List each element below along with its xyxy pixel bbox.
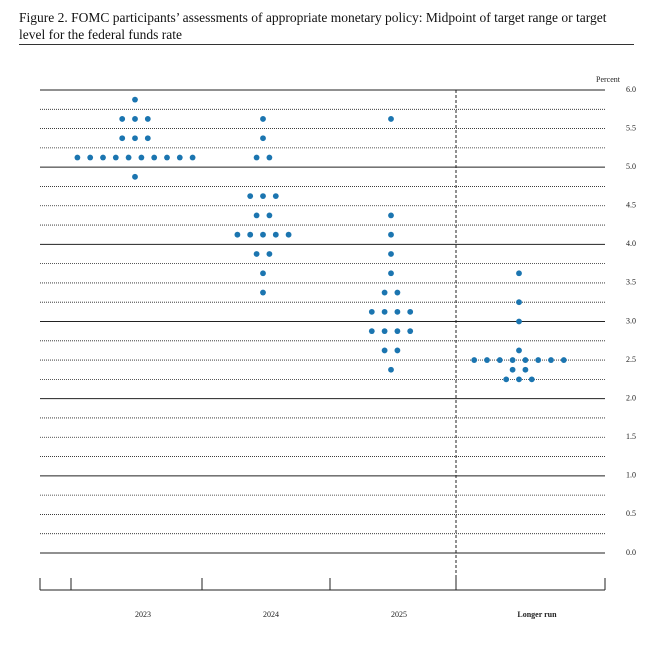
y-tick-label: 2.0 — [626, 393, 636, 402]
dot — [548, 357, 554, 363]
dot — [522, 366, 529, 373]
dot — [247, 231, 254, 238]
dot — [112, 154, 119, 161]
dot — [388, 212, 394, 219]
dot — [509, 357, 516, 363]
dot — [144, 135, 151, 142]
dot — [560, 357, 567, 363]
y-tick-label: 3.5 — [626, 278, 636, 287]
dot — [388, 231, 394, 238]
dot — [516, 376, 522, 383]
dot — [234, 231, 241, 238]
dot — [272, 231, 279, 238]
dot — [368, 328, 375, 335]
dot — [381, 308, 388, 315]
dot — [285, 231, 292, 238]
dot — [151, 154, 158, 161]
y-tick-label: 2.5 — [626, 355, 636, 364]
dot — [253, 251, 260, 257]
dot — [516, 318, 522, 325]
dot — [522, 357, 529, 363]
dot — [132, 135, 138, 142]
dot — [260, 231, 266, 238]
dot — [381, 347, 388, 354]
dot — [516, 299, 522, 306]
dot — [503, 376, 510, 383]
dot — [272, 193, 279, 200]
dot — [100, 154, 106, 161]
dot — [164, 154, 170, 161]
y-tick-label: 3.0 — [626, 316, 636, 325]
dot — [176, 154, 183, 161]
x-tick-label: Longer run — [517, 610, 557, 619]
dot — [125, 154, 132, 161]
dot — [509, 366, 516, 373]
dot — [394, 289, 401, 296]
x-tick-label: 2024 — [263, 610, 279, 619]
y-tick-label: 6.0 — [626, 85, 636, 94]
dot — [381, 328, 388, 335]
dot — [138, 154, 145, 161]
dot — [388, 366, 394, 373]
y-tick-label: 0.0 — [626, 548, 636, 557]
dot — [266, 212, 273, 219]
dot — [368, 308, 375, 315]
dot — [260, 270, 266, 277]
dot — [253, 212, 260, 219]
dot — [484, 357, 490, 363]
dot — [266, 251, 273, 257]
dot — [381, 289, 388, 296]
y-tick-label: 5.0 — [626, 162, 636, 171]
title-rule — [19, 44, 634, 45]
dot — [388, 270, 394, 277]
dot — [260, 116, 266, 122]
dot — [388, 116, 394, 122]
y-tick-label: 1.5 — [626, 432, 636, 441]
x-tick-label: 2025 — [391, 610, 407, 619]
dot — [119, 135, 126, 142]
chart-title: Figure 2. FOMC participants’ assessments… — [19, 10, 607, 42]
y-axis-label: Percent — [596, 75, 621, 84]
y-tick-label: 0.5 — [626, 509, 636, 518]
dot — [260, 193, 266, 200]
y-tick-label: 5.5 — [626, 123, 636, 132]
dot — [471, 357, 478, 363]
dot — [394, 328, 401, 335]
dot — [132, 173, 138, 180]
dot — [388, 251, 394, 257]
x-tick-label: 2023 — [135, 610, 151, 619]
dot — [189, 154, 196, 161]
dot — [144, 116, 151, 122]
y-tick-label: 4.5 — [626, 201, 636, 210]
dot — [132, 96, 138, 103]
dot — [407, 328, 414, 335]
dot — [119, 116, 126, 122]
dot — [87, 154, 94, 161]
dot — [266, 154, 273, 161]
dot — [260, 289, 266, 296]
dot — [132, 116, 138, 122]
dot — [394, 308, 401, 315]
dot — [516, 347, 522, 354]
dot — [496, 357, 503, 363]
dot — [528, 376, 535, 383]
dot — [260, 135, 266, 142]
dot — [516, 270, 522, 277]
dot — [74, 154, 81, 161]
dot — [535, 357, 542, 363]
dot — [247, 193, 254, 200]
y-tick-label: 1.0 — [626, 471, 636, 480]
dot — [394, 347, 401, 354]
y-tick-label: 4.0 — [626, 239, 636, 248]
dot — [407, 308, 414, 315]
dot — [253, 154, 260, 161]
